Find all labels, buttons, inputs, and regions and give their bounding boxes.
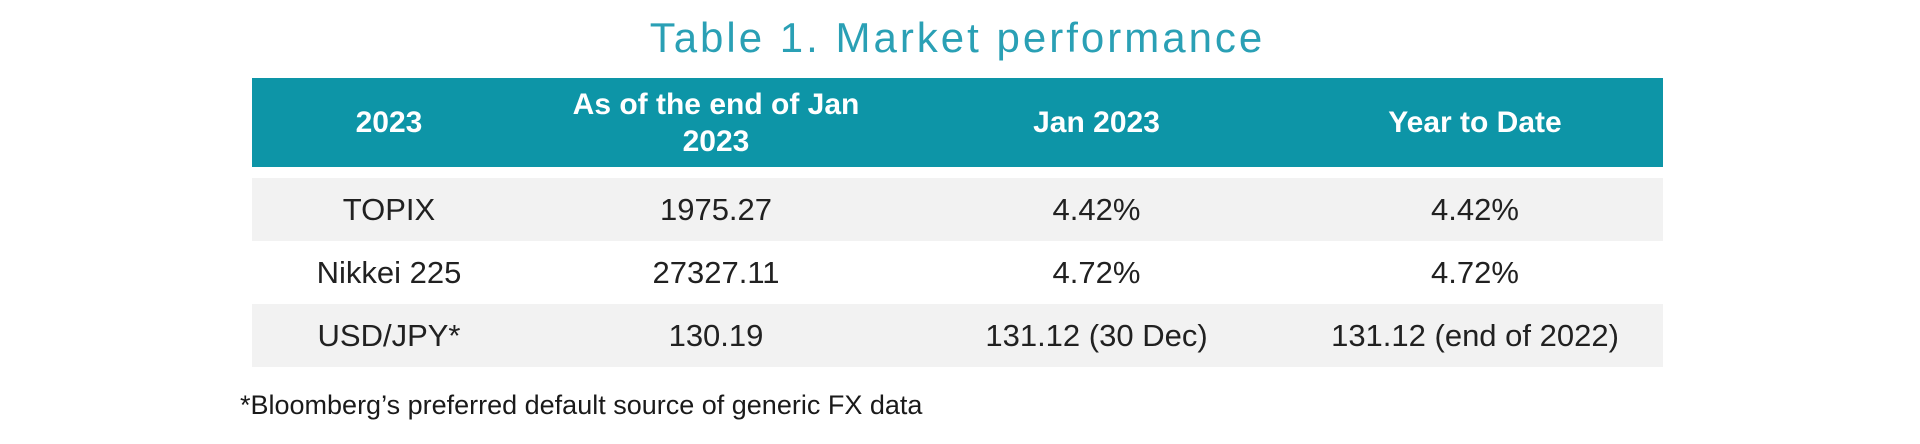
cell-value: 131.12 (30 Dec) [985,317,1208,353]
header-cell-end-of-jan: As of the end of Jan 2023 [526,78,906,167]
table-footnote: *Bloomberg’s preferred default source of… [240,390,923,420]
cell-value: 4.42% [1052,191,1141,227]
table-header-row: 2023 As of the end of Jan 2023 Jan 2023 … [252,78,1663,167]
cell-value: 4.72% [1052,254,1141,290]
table-row-topix: TOPIX 1975.27 4.42% 4.42% [252,178,1663,241]
market-performance-table: 2023 As of the end of Jan 2023 Jan 2023 … [252,78,1663,367]
cell-value: 131.12 (end of 2022) [1331,317,1619,353]
cell-value: 4.42% [1431,191,1519,227]
table-caption: Table 1. Market performance [649,14,1266,61]
cell-value: 27327.11 [652,254,780,290]
row-label: Nikkei 225 [316,254,462,290]
header-cell-jan-2023: Jan 2023 [1033,106,1160,139]
table-row-nikkei-225: Nikkei 225 27327.11 4.72% 4.72% [252,241,1663,304]
cell-value: 1975.27 [659,191,773,227]
cell-value: 4.72% [1431,254,1519,290]
table-row-usd-jpy: USD/JPY* 130.19 131.12 (30 Dec) 131.12 (… [252,304,1663,367]
header-cell-end-of-jan-label: As of the end of Jan 2023 [572,87,860,158]
header-cell-year: 2023 [355,106,423,139]
header-cell-year-to-date: Year to Date [1388,106,1562,139]
cell-value: 130.19 [668,317,764,353]
row-label: TOPIX [342,191,436,227]
row-label: USD/JPY* [317,317,461,353]
